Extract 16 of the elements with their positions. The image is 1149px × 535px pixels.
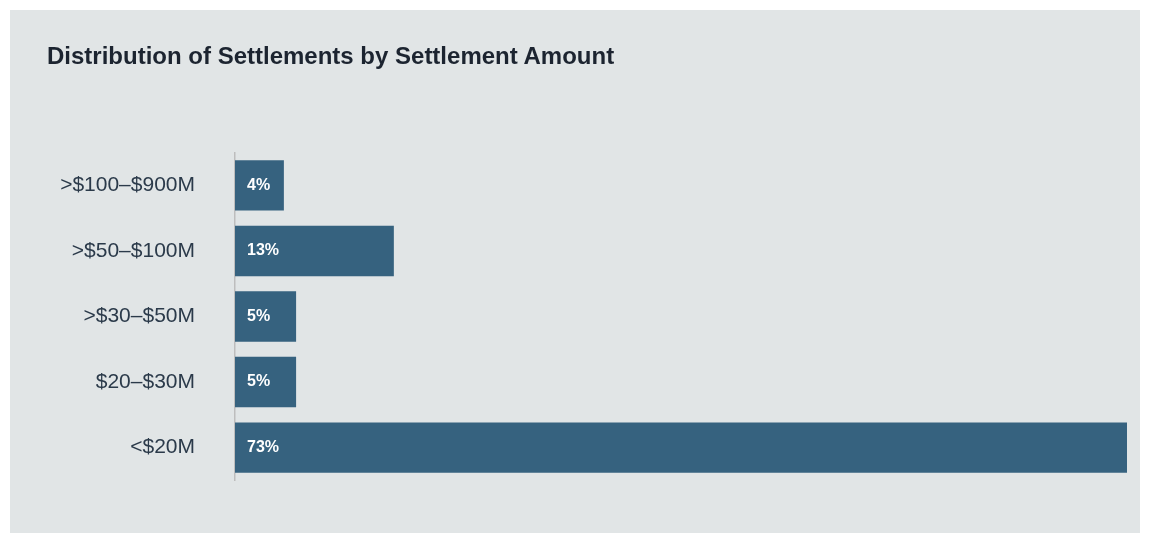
data-label: 5%: [247, 372, 271, 390]
data-label: 73%: [247, 438, 280, 456]
bar: [235, 160, 284, 211]
y-tick-label: >$50–$100M: [71, 237, 195, 261]
chart-title: Distribution of Settlements by Settlement Amount: [47, 42, 615, 70]
bar: [235, 225, 394, 277]
bar: [235, 356, 297, 408]
y-tick-label: >$30–$50M: [83, 303, 195, 327]
y-tick-label: <$20M: [130, 434, 195, 458]
data-label: 5%: [247, 306, 271, 324]
bar: [235, 422, 1127, 473]
data-label: 4%: [247, 175, 271, 193]
y-tick-label: $20–$30M: [95, 368, 195, 392]
data-label: 13%: [247, 241, 280, 259]
bar: [235, 291, 297, 342]
y-tick-label: >$100–$900M: [60, 172, 195, 196]
